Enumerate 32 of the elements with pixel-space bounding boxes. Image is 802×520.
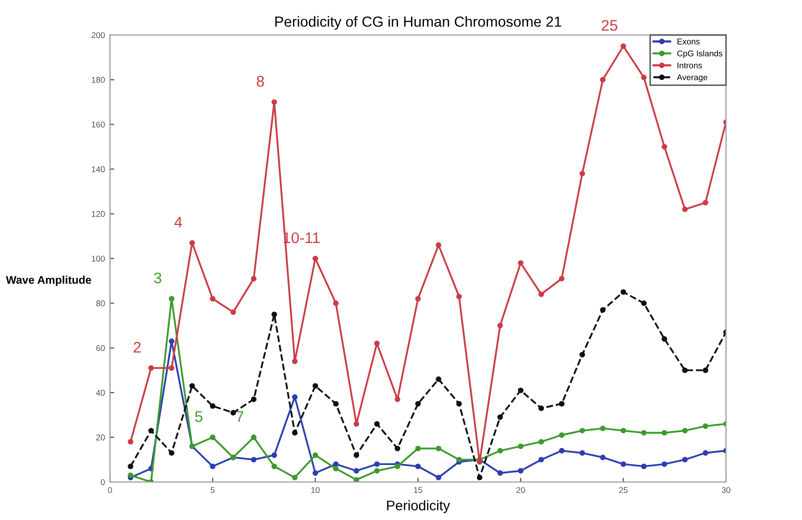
- annotation: 5: [195, 411, 202, 422]
- legend-label: Introns: [678, 62, 702, 68]
- y-tick-label: 20: [96, 434, 105, 440]
- chart-title: Periodicity of CG in Human Chromosome 21: [275, 16, 562, 30]
- y-tick-label: 40: [96, 390, 105, 396]
- x-tick-label: 15: [414, 487, 422, 493]
- x-tick-label: 25: [619, 487, 628, 493]
- y-axis-title: Wave Amplitude: [6, 276, 92, 286]
- annotation: 7: [236, 411, 244, 422]
- x-axis-title: Periodicity: [387, 500, 450, 514]
- annotation: 3: [154, 272, 162, 284]
- y-tick-label: 100: [92, 256, 105, 262]
- annotation: 2: [134, 342, 141, 353]
- y-tick-label: 180: [92, 76, 105, 83]
- y-tick-label: 80: [96, 300, 105, 306]
- x-tick-label: 10: [311, 487, 320, 493]
- x-tick-label: 30: [722, 487, 730, 493]
- annotation: 8: [256, 76, 264, 87]
- x-tick-label: 5: [210, 487, 215, 493]
- y-tick-label: 60: [96, 345, 105, 351]
- x-tick-label: 20: [516, 487, 525, 493]
- y-tick-label: 200: [92, 32, 105, 38]
- annotation: 25: [602, 20, 618, 31]
- legend-label: CpG Islands: [677, 50, 722, 58]
- y-tick-label: 160: [92, 122, 105, 128]
- legend-label: Exons: [678, 38, 700, 44]
- y-tick-label: 140: [92, 166, 105, 172]
- annotation: 4: [174, 216, 182, 228]
- y-tick-label: 0: [100, 479, 105, 486]
- y-tick-label: 120: [92, 211, 105, 217]
- x-tick-label: 0: [108, 487, 112, 493]
- legend-label: Average: [676, 74, 708, 82]
